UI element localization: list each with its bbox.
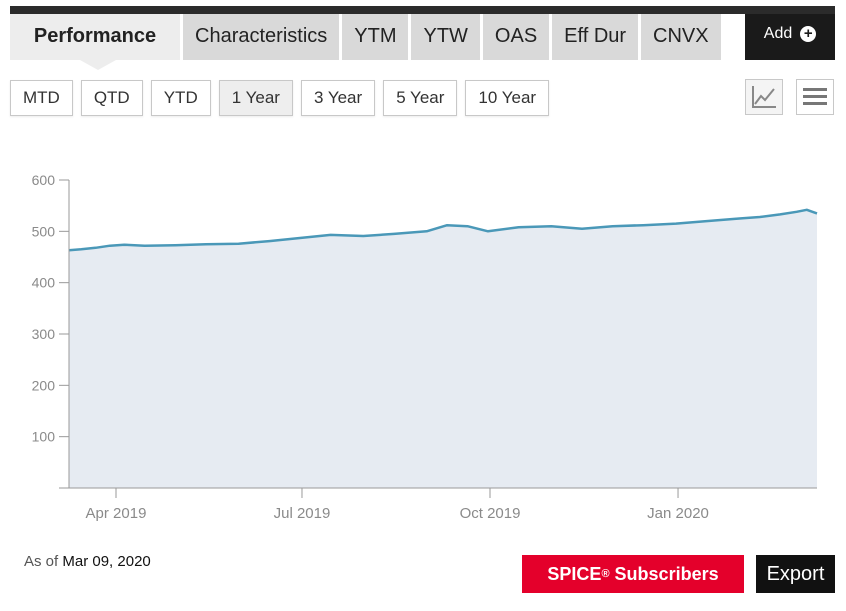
tab-characteristics[interactable]: Characteristics [183,14,340,60]
period-10-year-button[interactable]: 10 Year [465,80,550,116]
series-line [68,208,818,252]
spice-suffix: Subscribers [609,563,719,584]
performance-chart-svg: 100 200 300 400 500 600 Apr 2019 Jul 2019 Oct 20… [32,172,818,522]
x-tick-label: Apr 2019 [86,505,147,522]
y-tick-label: 200 [32,377,56,393]
period-5-year-button[interactable]: 5 Year [383,80,458,116]
x-tick-label: Jul 2019 [274,505,331,522]
y-tick-label: 400 [32,275,56,291]
spice-label: SPICE [547,563,602,584]
x-tick-label: Jan 2020 [647,505,709,522]
active-tab-caret [80,60,116,70]
y-tick-label: 500 [32,223,56,239]
registered-mark: ® [601,568,610,580]
tab-eff-dur[interactable]: Eff Dur [552,14,639,60]
add-button-label: Add [763,25,793,42]
period-qtd-button[interactable]: QTD [80,80,143,116]
hamburger-menu-icon [803,88,827,105]
y-tick-label: 300 [32,326,56,342]
export-button[interactable]: Export [756,555,835,593]
y-tick-label: 600 [32,172,56,188]
line-chart-view-button[interactable] [745,79,783,115]
tab-cnvx[interactable]: CNVX [641,14,721,60]
period-1-year-button[interactable]: 1 Year [218,80,293,116]
top-accent-bar [10,6,835,14]
line-chart-icon [752,86,776,108]
as-of-date: Mar 09, 2020 [62,553,151,570]
period-ytd-button[interactable]: YTD [150,80,211,116]
series-area [69,209,817,489]
period-3-year-button[interactable]: 3 Year [300,80,376,116]
tab-oas[interactable]: OAS [482,14,550,60]
chart-menu-button[interactable] [796,79,834,115]
as-of-text: As of Mar 09, 2020 [24,553,151,570]
tab-performance[interactable]: Performance [10,14,180,60]
x-tick-label: Oct 2019 [460,505,521,522]
tab-bar: Performance Characteristics YTM YTW OAS … [10,14,724,60]
performance-chart: 100 200 300 400 500 600 Apr 2019 Jul 2019 Oct 20… [0,160,846,530]
tab-ytw[interactable]: YTW [411,14,480,60]
tab-ytm[interactable]: YTM [342,14,409,60]
y-tick-label: 100 [32,429,56,445]
as-of-label: As of [24,553,59,570]
plus-circle-icon: + [800,26,817,42]
period-mtd-button[interactable]: MTD [10,80,73,116]
add-button[interactable]: Add + [745,14,835,60]
spice-subscribers-button[interactable]: SPICE ® Subscribers [522,555,744,593]
period-selector: MTD QTD YTD 1 Year 3 Year 5 Year 10 Year [10,80,557,116]
